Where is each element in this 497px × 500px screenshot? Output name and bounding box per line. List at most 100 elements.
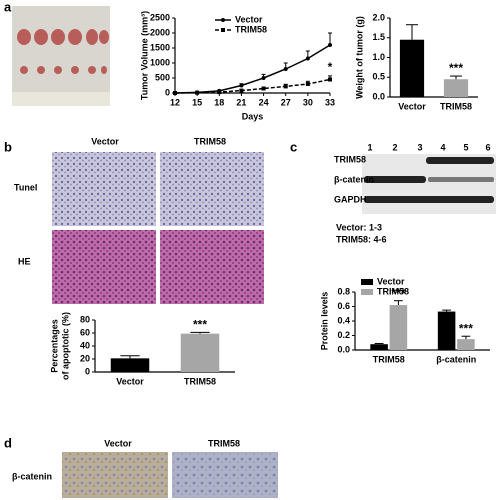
y-tick-label: 500	[155, 72, 170, 82]
annotation: ***	[459, 321, 473, 335]
y-tick-label: 0.4	[337, 315, 350, 325]
column-label: TRIM58	[208, 438, 240, 448]
column-label: Vector	[104, 438, 132, 448]
y-tick-label: 0.5	[372, 72, 385, 82]
y-tick-label: 1.0	[372, 52, 385, 62]
row-label: β-catenin	[12, 471, 52, 481]
y-tick-label: 0	[165, 87, 170, 97]
marker	[195, 90, 200, 95]
y-axis-label: Tumor Volume (mm³)	[139, 11, 149, 100]
annotation: ***	[449, 61, 463, 75]
tunel-image	[160, 152, 264, 226]
note: Vector: 1-3	[336, 222, 382, 232]
tumor-photo	[12, 6, 110, 106]
y-tick-label: 0	[85, 366, 90, 376]
he-image	[52, 230, 156, 304]
x-tick-label: TRIM58	[440, 101, 472, 111]
legend-label: TRIM58	[235, 24, 267, 34]
marker	[283, 67, 288, 71]
lane-label: 2	[392, 142, 397, 152]
x-tick-label: β-catenin	[436, 354, 476, 364]
x-tick-label: 18	[214, 97, 224, 107]
y-tick-label: 60	[80, 327, 90, 337]
y-tick-label: 0.0	[372, 91, 385, 101]
y-axis-label: Percentages	[49, 319, 59, 373]
he-image	[160, 230, 264, 304]
y-tick-label: 40	[80, 340, 90, 350]
marker	[261, 76, 266, 80]
lane-label: 1	[367, 142, 372, 152]
row-label: HE	[18, 256, 31, 266]
x-tick-label: 27	[281, 97, 291, 107]
panel-label: b	[4, 139, 12, 154]
western-blot	[362, 154, 496, 214]
series-line	[174, 78, 331, 94]
ihc-image	[62, 452, 168, 498]
ihc-image	[172, 452, 278, 498]
y-axis-label: Weight of tumor (g)	[354, 16, 364, 99]
annotation: *	[328, 60, 333, 74]
y-axis-label: Protein levels	[319, 292, 329, 351]
x-tick-label: Vector	[116, 376, 144, 386]
y-tick-label: 20	[80, 353, 90, 363]
annotation: ***	[193, 318, 207, 332]
x-tick-label: 21	[236, 97, 246, 107]
y-tick-label: 80	[80, 314, 90, 324]
note: TRIM58: 4-6	[336, 234, 387, 244]
lane-label: 5	[463, 142, 468, 152]
x-tick-label: 15	[192, 97, 202, 107]
x-tick-label: Vector	[398, 101, 426, 111]
panel-label: c	[290, 139, 297, 154]
y-tick-label: 0.0	[337, 344, 350, 354]
y-tick-label: 1.5	[372, 32, 385, 42]
legend-swatch	[361, 279, 373, 285]
y-tick-label: 1500	[150, 42, 170, 52]
bar	[370, 344, 388, 350]
marker	[328, 77, 332, 82]
x-axis-label: Days	[242, 111, 264, 121]
y-axis-label: of apoptotic (%)	[60, 312, 70, 380]
x-tick-label: TRIM58	[373, 354, 405, 364]
bar	[389, 305, 408, 350]
bar	[399, 39, 425, 97]
lane-label: 6	[485, 142, 490, 152]
marker	[173, 91, 177, 95]
bar	[180, 333, 220, 372]
panel-label: d	[4, 435, 12, 450]
x-tick-label: 30	[303, 97, 313, 107]
bar	[437, 311, 456, 350]
y-tick-label: 0.2	[337, 330, 350, 340]
marker	[261, 86, 266, 91]
x-tick-label: TRIM58	[184, 376, 216, 386]
y-tick-label: 0.6	[337, 301, 350, 311]
row-label: Tunel	[14, 182, 37, 192]
lane-label: 3	[417, 142, 422, 152]
column-label: TRIM58	[194, 136, 226, 146]
legend-swatch	[361, 289, 373, 295]
marker	[217, 90, 222, 95]
panel-label: a	[4, 0, 12, 14]
marker	[239, 83, 244, 88]
marker	[239, 88, 244, 93]
y-tick-label: 2000	[150, 27, 170, 37]
legend-label: TRIM58	[377, 286, 409, 296]
blot-label: TRIM58	[334, 154, 366, 164]
column-label: Vector	[91, 136, 119, 146]
marker	[305, 82, 310, 86]
bar	[457, 339, 475, 350]
marker	[305, 56, 310, 61]
marker	[283, 84, 288, 89]
x-tick-label: 24	[259, 97, 269, 107]
legend-label: Vector	[235, 14, 263, 24]
x-tick-label: 12	[170, 97, 180, 107]
bar	[443, 79, 469, 97]
blot-label: GAPDH	[334, 194, 367, 204]
marker	[328, 43, 332, 47]
y-tick-label: 1000	[150, 57, 170, 67]
annotation: ***	[391, 286, 405, 300]
y-tick-label: 2.0	[372, 12, 385, 22]
x-tick-label: 33	[325, 97, 335, 107]
tunel-image	[52, 152, 156, 226]
legend-marker	[221, 28, 225, 32]
